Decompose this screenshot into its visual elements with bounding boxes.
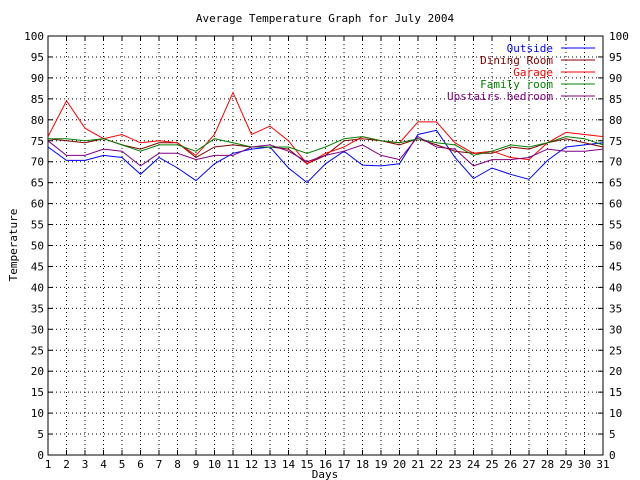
x-tick-label: 19 xyxy=(374,458,387,471)
y-tick-label: 10 xyxy=(31,407,44,420)
x-tick-label: 1 xyxy=(45,458,52,471)
y-tick-label-right: 75 xyxy=(609,135,622,148)
y-tick-label: 0 xyxy=(37,449,44,462)
y-tick-label: 35 xyxy=(31,302,44,315)
y-tick-label-right: 95 xyxy=(609,51,622,64)
x-tick-label: 12 xyxy=(245,458,258,471)
x-tick-label: 22 xyxy=(430,458,443,471)
y-tick-label: 30 xyxy=(31,323,44,336)
y-tick-label: 40 xyxy=(31,281,44,294)
y-tick-label-right: 90 xyxy=(609,72,622,85)
y-axis-label: Temperature xyxy=(7,209,20,282)
x-tick-label: 13 xyxy=(263,458,276,471)
x-tick-label: 30 xyxy=(578,458,591,471)
y-tick-label: 15 xyxy=(31,386,44,399)
x-tick-label: 4 xyxy=(100,458,107,471)
x-tick-label: 8 xyxy=(174,458,181,471)
x-tick-label: 3 xyxy=(82,458,89,471)
series-line-outside xyxy=(47,129,604,184)
y-tick-label-right: 65 xyxy=(609,177,622,190)
y-tick-label-right: 20 xyxy=(609,365,622,378)
x-tick-label: 25 xyxy=(485,458,498,471)
y-tick-label-right: 80 xyxy=(609,114,622,127)
y-tick-label-right: 10 xyxy=(609,407,622,420)
y-tick-label: 80 xyxy=(31,114,44,127)
y-tick-label-right: 85 xyxy=(609,93,622,106)
x-tick-label: 16 xyxy=(319,458,332,471)
x-axis-label: Days xyxy=(312,468,339,480)
y-tick-label: 70 xyxy=(31,156,44,169)
y-tick-label: 85 xyxy=(31,93,44,106)
y-tick-label: 90 xyxy=(31,72,44,85)
legend-label: Family room xyxy=(480,78,553,91)
x-tick-label: 5 xyxy=(119,458,126,471)
x-tick-label: 26 xyxy=(504,458,517,471)
x-tick-label: 31 xyxy=(596,458,609,471)
legend-label: Outside xyxy=(507,42,553,55)
x-tick-label: 17 xyxy=(337,458,350,471)
x-tick-label: 29 xyxy=(559,458,572,471)
y-tick-label-right: 60 xyxy=(609,198,622,211)
x-tick-label: 20 xyxy=(393,458,406,471)
x-tick-label: 28 xyxy=(541,458,554,471)
y-tick-label-right: 40 xyxy=(609,281,622,294)
x-tick-label: 15 xyxy=(300,458,313,471)
series-lines xyxy=(47,91,604,184)
y-tick-label-right: 0 xyxy=(609,449,616,462)
x-tick-label: 6 xyxy=(137,458,144,471)
y-tick-label-right: 100 xyxy=(609,30,629,43)
y-tick-label: 75 xyxy=(31,135,44,148)
x-tick-label: 10 xyxy=(208,458,221,471)
x-tick-label: 14 xyxy=(282,458,296,471)
y-tick-label: 20 xyxy=(31,365,44,378)
y-tick-label-right: 5 xyxy=(609,428,616,441)
y-tick-label: 25 xyxy=(31,344,44,357)
y-tick-label-right: 70 xyxy=(609,156,622,169)
x-tick-label: 27 xyxy=(522,458,535,471)
x-tick-label: 21 xyxy=(411,458,424,471)
legend-label: Upstairs bedroom xyxy=(447,90,553,103)
series-line-family-room xyxy=(48,136,604,156)
x-tick-label: 11 xyxy=(226,458,239,471)
x-tick-label: 7 xyxy=(156,458,163,471)
grid xyxy=(48,36,603,455)
y-tick-label: 55 xyxy=(31,219,44,232)
y-tick-label-right: 50 xyxy=(609,240,622,253)
y-tick-label-right: 35 xyxy=(609,302,622,315)
legend-label: Dining Room xyxy=(480,54,553,67)
y-tick-label: 95 xyxy=(31,51,44,64)
x-tick-label: 2 xyxy=(63,458,70,471)
y-tick-label: 100 xyxy=(24,30,44,43)
chart-title: Average Temperature Graph for July 2004 xyxy=(196,12,455,25)
y-tick-label-right: 25 xyxy=(609,344,622,357)
y-tick-label-right: 30 xyxy=(609,323,622,336)
y-tick-label: 65 xyxy=(31,177,44,190)
y-tick-label-right: 55 xyxy=(609,219,622,232)
y-tick-label: 50 xyxy=(31,240,44,253)
y-tick-label-right: 45 xyxy=(609,260,622,273)
y-tick-label-right: 15 xyxy=(609,386,622,399)
y-tick-label: 45 xyxy=(31,260,44,273)
series-line-garage xyxy=(47,91,604,165)
legend-label: Garage xyxy=(513,66,553,79)
x-tick-label: 23 xyxy=(448,458,461,471)
x-tick-label: 18 xyxy=(356,458,369,471)
x-tick-label: 9 xyxy=(193,458,200,471)
y-tick-label: 60 xyxy=(31,198,44,211)
series-line-upstairs-bedroom xyxy=(47,135,604,167)
x-tick-label: 24 xyxy=(467,458,481,471)
plot-frame xyxy=(47,35,604,456)
y-tick-label: 5 xyxy=(37,428,44,441)
